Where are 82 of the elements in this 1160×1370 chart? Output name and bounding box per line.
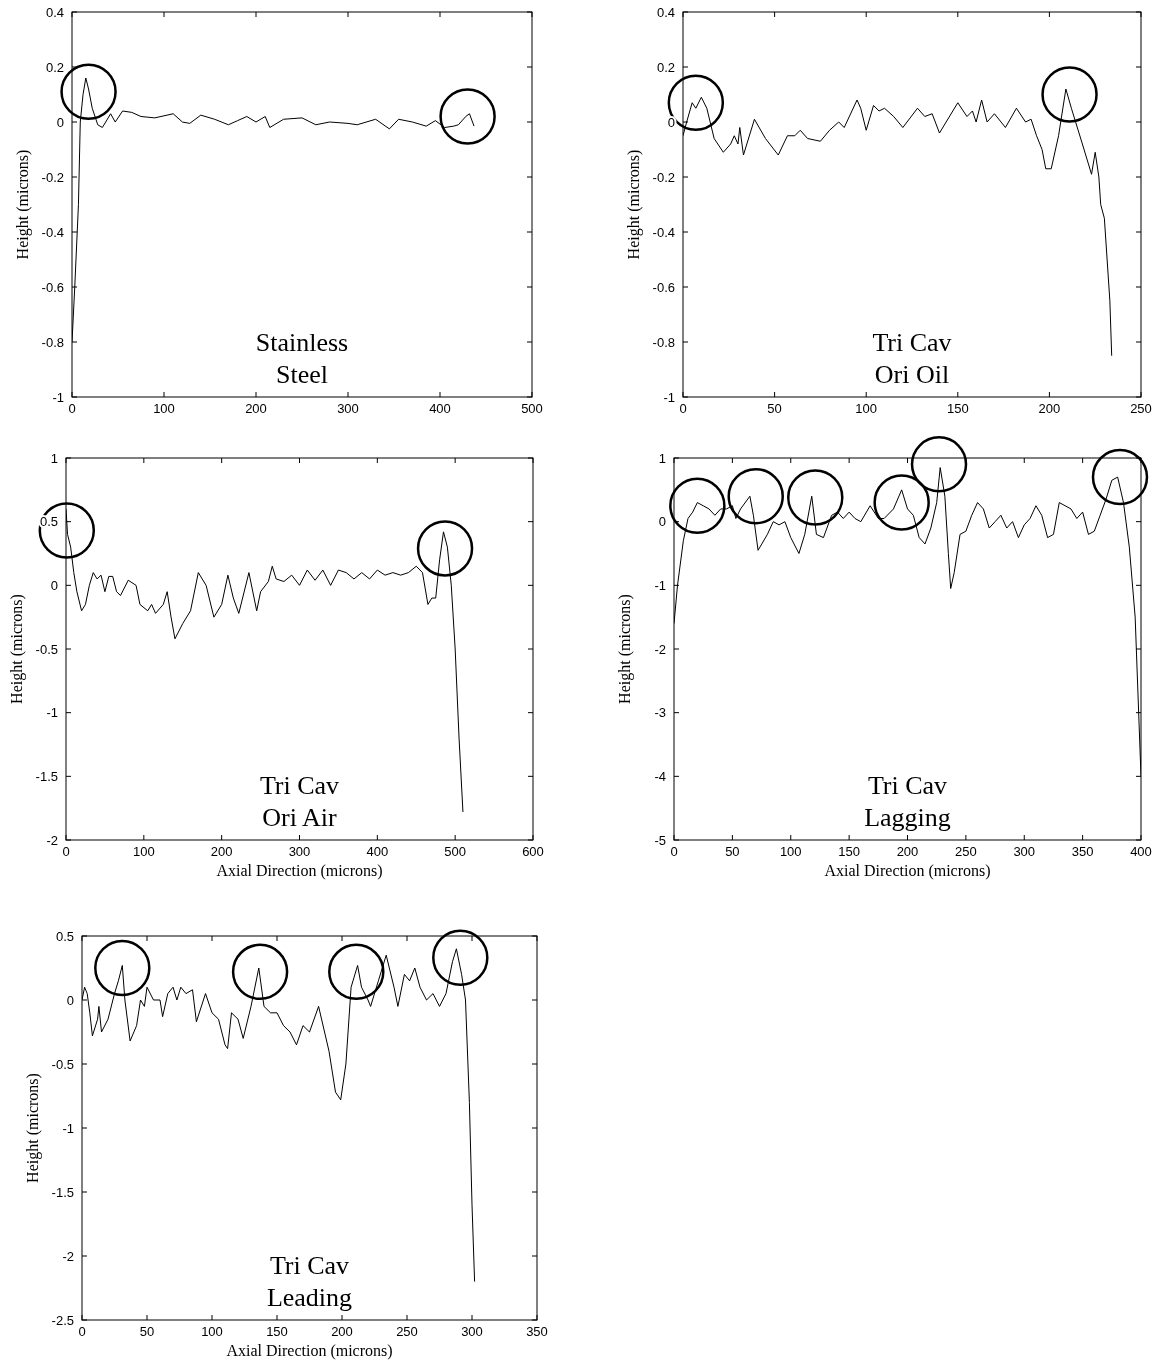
x-tick-label: 200 [210,844,233,859]
y-tick-label: 0 [56,114,64,130]
y-tick-label: -1 [654,577,666,593]
x-tick-label: 100 [132,844,155,859]
annotation: Tri Cav Ori Oil [872,328,952,389]
x-tick-label: 150 [266,1324,288,1339]
x-tick-label: 350 [1071,844,1094,859]
x-tick-label: 200 [896,844,919,859]
y-tick-label: -0.6 [652,279,675,295]
x-tick-label: 0 [679,401,687,416]
x-tick-label: 500 [444,844,467,859]
x-tick-label: 300 [1013,844,1036,859]
y-tick-label: -0.4 [41,224,64,240]
y-tick-label: -2 [62,1248,74,1264]
y-tick-label: 0.2 [45,59,64,75]
x-tick-label: 250 [1130,401,1152,416]
y-tick-label: 1 [50,450,58,466]
y-tick-label: 0.5 [55,928,74,944]
y-tick-label: -0.5 [35,641,58,657]
x-tick-label: 0 [78,1324,86,1339]
y-tick-label: 0.4 [656,4,675,20]
y-tick-label: 0 [50,577,58,593]
annotation: Tri Cav Leading [266,1251,353,1312]
x-tick-label: 50 [139,1324,155,1339]
x-tick-label: 300 [288,844,311,859]
y-tick-label: -0.4 [652,224,675,240]
x-tick-label: 200 [331,1324,353,1339]
y-tick-label: -0.2 [41,169,64,185]
y-tick-label: -1 [62,1120,74,1136]
x-tick-label: 400 [1130,844,1152,859]
x-tick-label: 150 [946,401,969,416]
x-tick-label: 100 [153,401,175,416]
x-tick-label: 300 [461,1324,483,1339]
y-tick-label: -5 [654,832,666,848]
x-tick-label: 100 [779,844,802,859]
annotation: Tri Cav Ori Air [259,771,340,832]
x-tick-label: 500 [521,401,543,416]
y-tick-label: -4 [654,768,666,784]
y-tick-label: 0 [658,514,666,530]
x-tick-label: 150 [838,844,860,859]
y-tick-label: -3 [654,705,666,721]
y-axis-title: Height (microns) [24,1073,42,1183]
y-tick-label: 1 [658,450,666,466]
x-tick-label: 200 [245,401,267,416]
y-tick-label: -2 [654,641,666,657]
y-axis-title: Height (microns) [14,149,32,260]
y-tick-label: -0.5 [51,1056,74,1072]
y-tick-label: -1 [46,705,58,721]
y-tick-label: -1 [52,389,64,405]
x-tick-label: 300 [337,401,359,416]
x-axis-title: Axial Direction (microns) [226,1342,393,1360]
x-tick-label: 400 [429,401,451,416]
x-tick-label: 100 [855,401,878,416]
annotation: Stainless Steel [255,328,349,389]
y-tick-label: -1.5 [35,768,58,784]
x-axis-title: Axial Direction (microns) [216,862,383,880]
x-tick-label: 250 [396,1324,418,1339]
y-tick-label: -0.2 [652,169,675,185]
y-tick-label: -2 [46,832,58,848]
y-tick-label: 0 [66,992,74,1008]
y-axis-title: Height (microns) [616,594,634,704]
y-tick-label: -0.6 [41,279,64,295]
x-tick-label: 50 [767,401,782,416]
y-tick-label: -0.8 [652,334,675,350]
x-tick-label: 600 [522,844,544,859]
x-axis-title: Axial Direction (microns) [824,862,991,880]
x-tick-label: 400 [366,844,389,859]
y-tick-label: 0.2 [656,59,675,75]
y-tick-label: 0.4 [45,4,64,20]
y-tick-label: -0.8 [41,334,64,350]
y-axis-title: Height (microns) [625,149,643,260]
y-tick-label: -2.5 [51,1312,74,1328]
y-tick-label: -1 [663,389,675,405]
y-axis-title: Height (microns) [8,594,26,704]
x-tick-label: 50 [725,844,740,859]
y-tick-label: -1.5 [51,1184,74,1200]
y-tick-label: 0 [667,114,675,130]
x-tick-label: 250 [955,844,977,859]
x-tick-label: 200 [1038,401,1061,416]
annotation: Tri Cav Lagging [864,771,951,832]
x-tick-label: 100 [201,1324,223,1339]
x-tick-label: 350 [526,1324,548,1339]
